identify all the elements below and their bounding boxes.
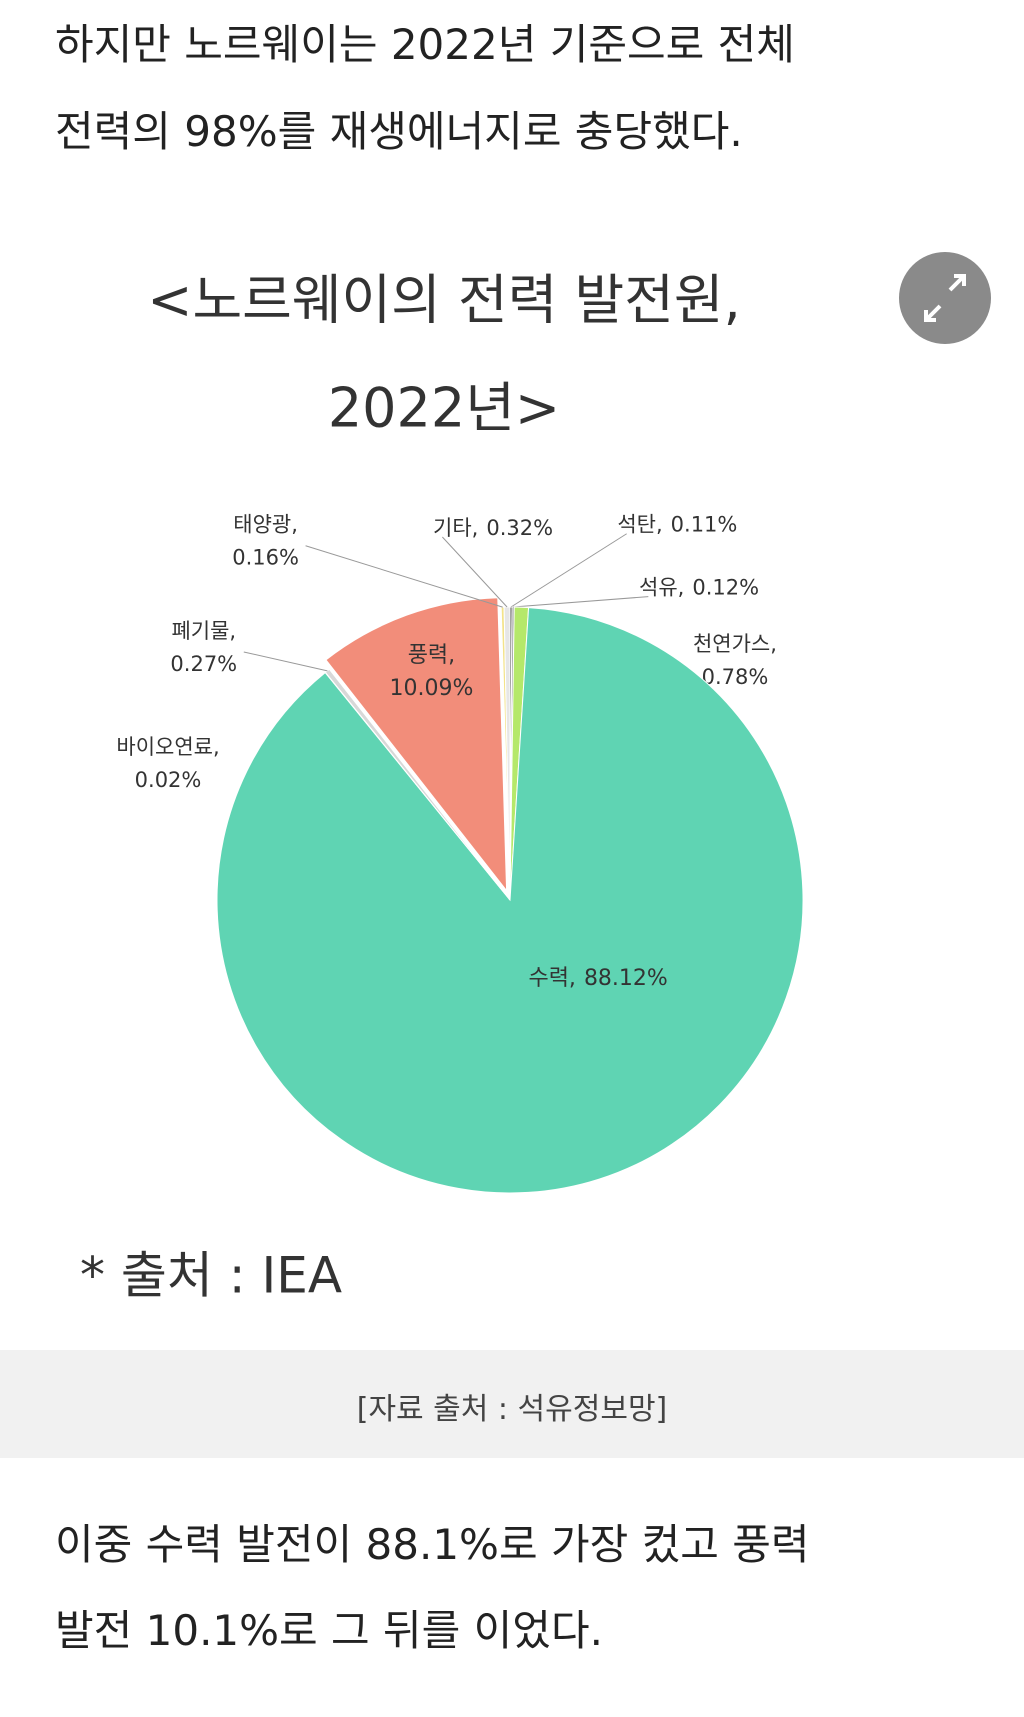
leader-line (513, 596, 649, 608)
pie-slice (325, 597, 508, 893)
slice-label: 바이오연료, (116, 735, 219, 759)
slice-value-label: 0.16% (232, 546, 299, 570)
slice-value-label: 0.11% (671, 513, 738, 537)
slice-label: 천연가스, (693, 632, 777, 656)
chart-source: * 출처 : IEA (80, 1247, 342, 1305)
chart: <노르웨이의 전력 발전원, 2022년> * 출처 : IEA 석탄, 0.11… (80, 252, 991, 1305)
leader-line (510, 533, 627, 608)
slice-value-label: 0.32% (486, 516, 553, 540)
leader-line (305, 545, 503, 608)
slice-label: 석탄, (617, 513, 662, 537)
slice-value-label: 88.12% (584, 966, 668, 991)
outro-line: 이중 수력 발전이 88.1%로 가장 컸고 풍력 (55, 1520, 810, 1569)
outro-line: 발전 10.1%로 그 뒤를 이었다. (55, 1606, 603, 1655)
caption: [자료 출처 : 석유정보망] (356, 1392, 668, 1427)
slice-value-label: 10.09% (389, 676, 473, 701)
pie-slice (503, 606, 511, 901)
chart-title: 2022년> (328, 377, 560, 440)
slice-label: 태양광, (233, 513, 298, 537)
slice-label: 수력, (528, 966, 575, 991)
slice-label: 풍력, (408, 643, 455, 668)
slice-value-label: 0.27% (170, 652, 237, 676)
slice-value-label: 0.02% (135, 768, 202, 792)
leader-line (243, 651, 328, 672)
slice-label: 기타, (433, 516, 478, 540)
pie-slice (216, 607, 804, 1194)
intro-line: 전력의 98%를 재생에너지로 충당했다. (55, 107, 743, 156)
expand-button[interactable] (899, 252, 991, 344)
intro-line: 하지만 노르웨이는 2022년 기준으로 전체 (55, 20, 795, 69)
leader-line (442, 536, 508, 608)
slice-value-label: 0.12% (692, 576, 759, 600)
slice-value-label: 0.78% (702, 665, 769, 689)
slice-label: 폐기물, (171, 619, 236, 643)
slice-label: 석유, (639, 576, 684, 600)
chart-title: <노르웨이의 전력 발전원, (147, 269, 741, 332)
caption-band (0, 1350, 1024, 1458)
